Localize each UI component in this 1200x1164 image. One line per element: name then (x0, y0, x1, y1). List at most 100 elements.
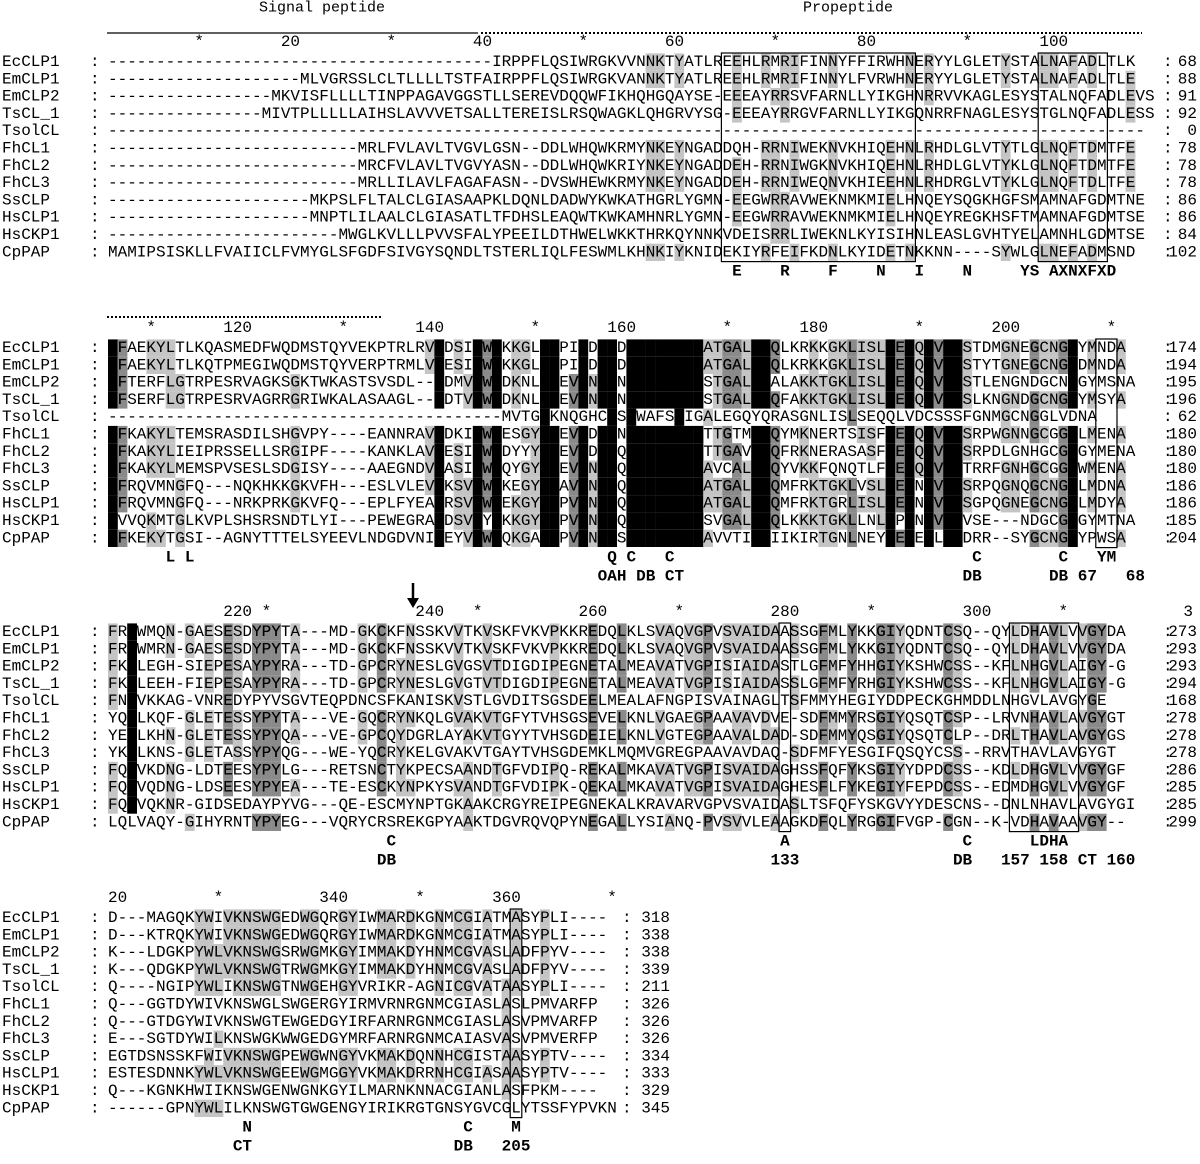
conservation-shade (252, 978, 262, 996)
conservation-shade (184, 744, 195, 762)
conservation-shade (818, 658, 829, 676)
sequence-name: FhCL2 (2, 157, 50, 175)
conservation-shade (770, 157, 781, 175)
conservation-shade (223, 1065, 233, 1083)
conservation-shade (799, 443, 809, 461)
conservation-shade (165, 460, 176, 478)
conservation-shade (1039, 391, 1049, 409)
conservation-shade (655, 477, 665, 496)
conservation-shade (242, 1047, 253, 1066)
conservation-shade (655, 495, 665, 513)
conservation-shade (453, 658, 464, 676)
separator: : (622, 1099, 632, 1117)
conservation-shade (204, 944, 214, 962)
conservation-shade (885, 675, 896, 693)
separator: : (1163, 744, 1173, 762)
conservation-shade (434, 944, 445, 962)
separator: : (1163, 339, 1173, 357)
conservation-shade (108, 658, 118, 676)
end-position: 91 (1178, 88, 1197, 106)
conservation-shade (588, 529, 598, 547)
conservation-shade (540, 926, 550, 944)
conservation-shade (876, 813, 886, 831)
conservation-shade (300, 1047, 310, 1066)
conservation-shade (127, 709, 137, 728)
separator: : (90, 926, 100, 944)
sequence-name: CpPAP (2, 243, 50, 261)
conservation-shade (271, 813, 281, 831)
conservation-shade (722, 640, 733, 658)
conservation-shade (952, 391, 963, 409)
conservation-shade (357, 658, 368, 676)
conservation-shade (1010, 339, 1021, 357)
conservation-shade (290, 675, 301, 693)
conservation-shade (895, 460, 905, 478)
conservation-shade (396, 779, 406, 797)
conservation-shade (1087, 779, 1097, 797)
conservation-shade (770, 391, 781, 409)
separator: : (90, 1082, 100, 1100)
conservation-shade (1087, 356, 1097, 374)
conservation-shade (828, 374, 838, 392)
conservation-shade (117, 391, 128, 409)
conservation-shade (616, 727, 627, 745)
conservation-shade (127, 744, 137, 762)
conservation-shade (1000, 425, 1011, 444)
separator: : (1163, 70, 1173, 88)
conservation-shade (252, 709, 262, 728)
conservation-shade (885, 727, 896, 745)
separator: : (1163, 443, 1173, 461)
conservation-shade (453, 709, 464, 728)
conservation-shade (463, 391, 473, 409)
conservation-shade (1010, 675, 1021, 693)
conservation-shade (952, 425, 963, 444)
conservation-shade (1058, 709, 1069, 728)
conservation-shade (760, 623, 771, 641)
conservation-shade (808, 374, 819, 392)
conservation-shade (290, 709, 301, 728)
end-position: 78 (1178, 157, 1197, 175)
conservation-shade (760, 443, 771, 461)
conservation-shade (712, 374, 723, 392)
conservation-shade (703, 339, 713, 357)
conservation-shade (223, 727, 233, 745)
annotation: N C M (108, 1119, 521, 1137)
conservation-shade (127, 796, 137, 814)
conservation-shade (549, 623, 560, 641)
conservation-shade (904, 425, 915, 444)
conservation-shade (597, 443, 608, 461)
separator: : (90, 391, 100, 409)
conservation-shade (616, 813, 627, 831)
conservation-shade (252, 961, 262, 979)
conservation-shade (165, 779, 176, 797)
conservation-shade (818, 477, 829, 496)
conservation-shade (1087, 157, 1097, 175)
sequence: ESTESDNNKYWLVKNSWGEEWGMGGYVKMAKDRRNHCGIA… (108, 1065, 607, 1083)
conservation-shade (290, 477, 301, 496)
conservation-shade (348, 926, 358, 944)
separator: : (90, 426, 100, 444)
conservation-shade (789, 623, 800, 641)
sequence-name: SsCLP (2, 191, 50, 209)
conservation-shade (943, 761, 953, 780)
separator: : (622, 1013, 632, 1031)
conservation-shade (722, 512, 733, 530)
conservation-shade (770, 727, 781, 745)
conservation-shade (108, 796, 118, 814)
conservation-shade (482, 339, 493, 357)
conservation-shade (674, 425, 685, 444)
conservation-shade (1000, 70, 1011, 88)
conservation-shade (933, 425, 944, 444)
conservation-shade (818, 374, 829, 392)
conservation-shade (405, 640, 416, 658)
conservation-shade (588, 495, 598, 513)
conservation-shade (876, 374, 886, 392)
conservation-shade (684, 761, 694, 780)
sequence: YEYLKHN-GLETESSYPYQA---VE-GPCQYDGRLAYAKV… (108, 727, 1126, 745)
conservation-shade (588, 779, 598, 797)
conservation-shade (770, 640, 781, 658)
conservation-shade (252, 779, 262, 797)
conservation-shade (156, 339, 166, 357)
conservation-shade (1096, 675, 1107, 693)
conservation-shade (184, 640, 195, 658)
